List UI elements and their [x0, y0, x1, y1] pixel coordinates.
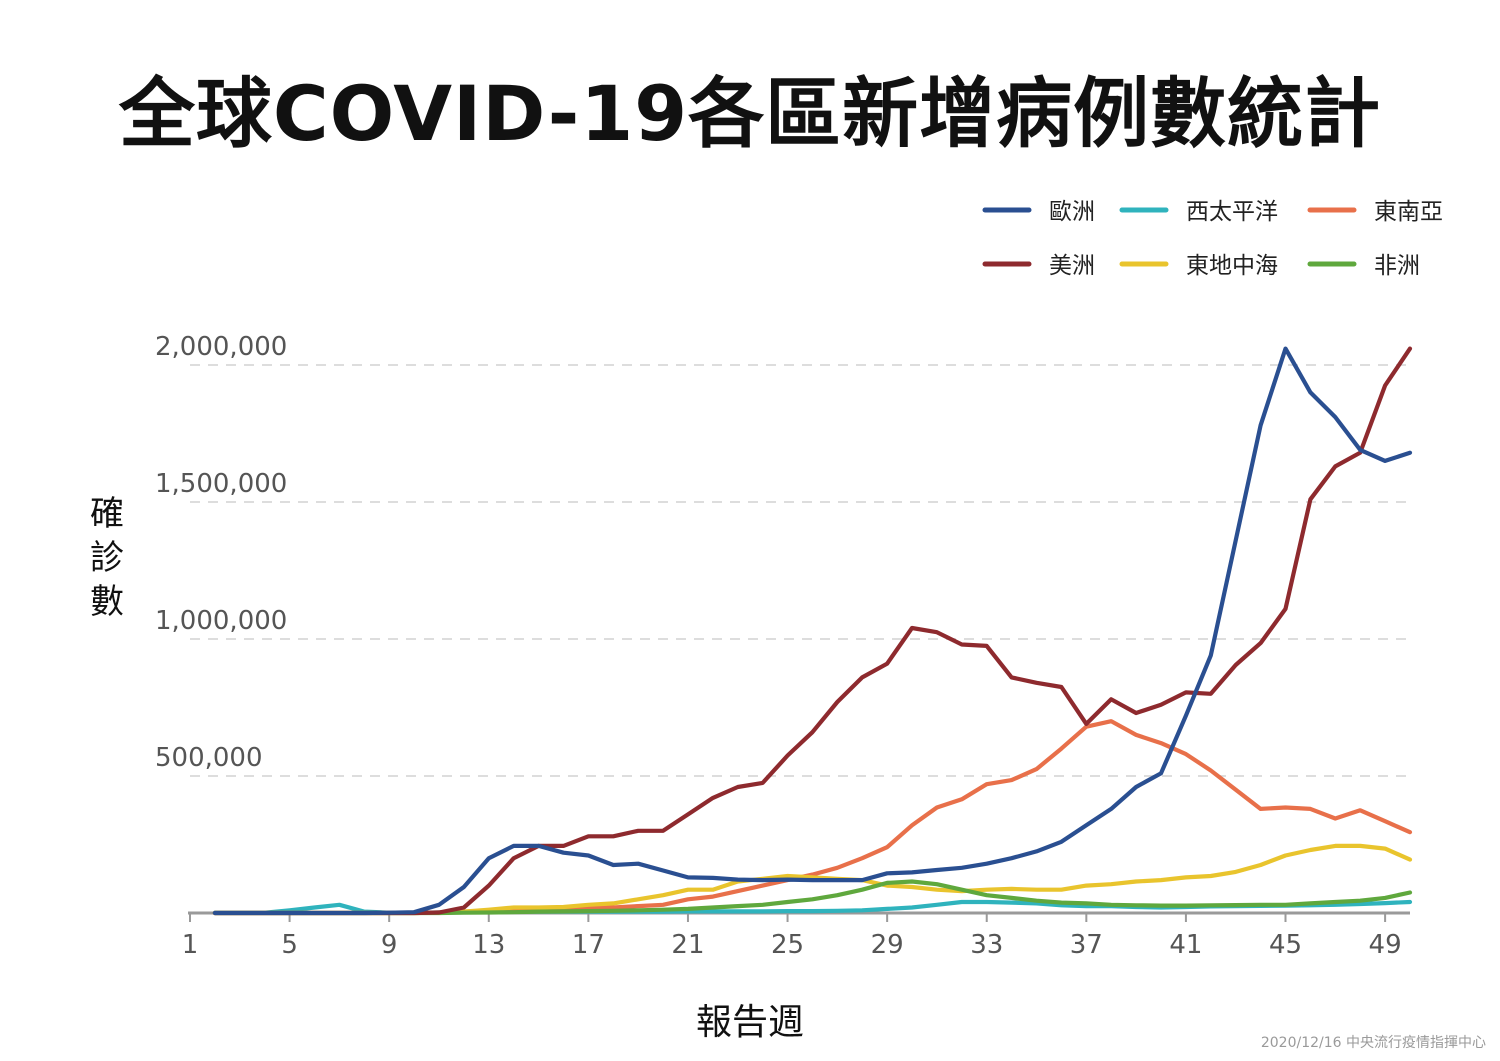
y-tick-label: 1,500,000 — [155, 469, 287, 499]
legend-label: 歐洲 — [1049, 199, 1095, 225]
y-axis-label-char: 數 — [90, 582, 124, 622]
x-tick-label: 49 — [1369, 930, 1402, 960]
legend-label: 美洲 — [1049, 253, 1095, 279]
legend-label: 東南亞 — [1374, 199, 1443, 225]
y-axis-label-char: 確 — [90, 494, 124, 534]
y-axis-label-char: 診 — [90, 538, 124, 578]
x-tick-label: 45 — [1269, 930, 1302, 960]
y-tick-label: 1,000,000 — [155, 606, 287, 636]
legend-label: 東地中海 — [1186, 253, 1278, 279]
series-layer — [212, 346, 1413, 916]
x-tick-label: 9 — [381, 930, 398, 960]
legend-label: 非洲 — [1374, 253, 1420, 279]
x-tick-label: 41 — [1169, 930, 1202, 960]
x-tick-label: 33 — [970, 930, 1003, 960]
grid-layer — [190, 364, 1410, 777]
x-axis-label: 報告週 — [695, 1002, 804, 1043]
legend-label: 西太平洋 — [1186, 199, 1278, 225]
x-tick-label: 37 — [1070, 930, 1103, 960]
source-footnote: 2020/12/16 中央流行疫情指揮中心 — [1260, 1035, 1486, 1051]
x-tick-label: 5 — [281, 930, 298, 960]
x-tick-label: 1 — [182, 930, 199, 960]
series-line-3 — [212, 346, 1413, 916]
chart-title: 全球COVID-19各區新增病例數統計 — [118, 69, 1382, 158]
series-line-5 — [212, 879, 1413, 916]
y-axis-label: 確診數 — [82, 492, 132, 624]
series-line-0 — [212, 346, 1413, 916]
axis-layer: 500,000 1,000,000 1,500,000 2,000,000 1 5 9 13 1… — [155, 332, 1410, 960]
x-tick-label: 17 — [572, 930, 605, 960]
x-tick-label: 29 — [871, 930, 904, 960]
series-line-2 — [212, 719, 1413, 916]
y-tick-label: 500,000 — [155, 743, 263, 773]
x-tick-label: 25 — [771, 930, 804, 960]
y-tick-label: 2,000,000 — [155, 332, 287, 362]
x-tick-label: 21 — [671, 930, 704, 960]
x-tick-label: 13 — [472, 930, 505, 960]
